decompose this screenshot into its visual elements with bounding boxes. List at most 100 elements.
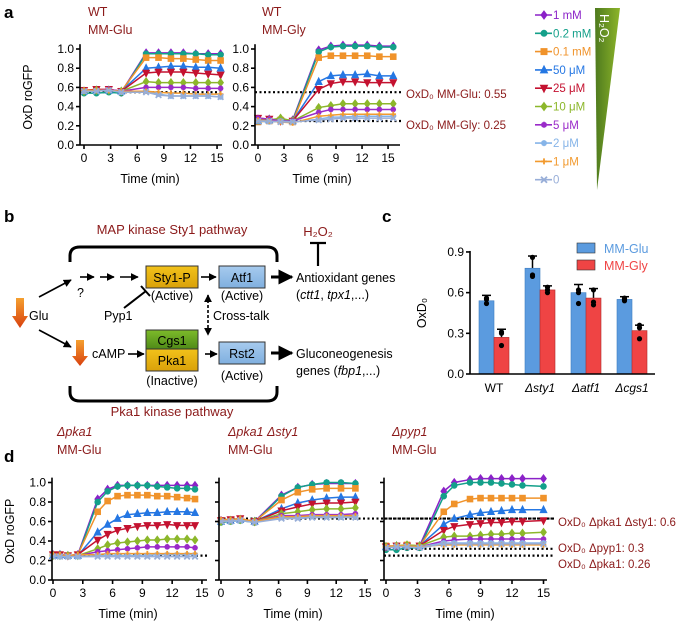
data-point-marker (314, 86, 323, 95)
data-point-marker (450, 482, 458, 489)
replicate-point (575, 290, 582, 296)
data-point-marker (173, 506, 182, 516)
h2o2-inhibition-bar (310, 241, 326, 266)
data-point-marker (541, 121, 547, 128)
line-plot: 0.0 0.2 0.4 0.6 0.8 1.0 0 3 6 9 12 15 Time (min) OxD … (3, 476, 209, 622)
data-point-marker (327, 43, 335, 51)
data-point-marker (153, 492, 161, 500)
bar (524, 267, 541, 375)
data-point-marker (182, 522, 192, 531)
replicate-point (529, 254, 536, 260)
data-point-marker (476, 520, 485, 529)
data-point-marker (336, 499, 346, 508)
data-point-marker (351, 99, 359, 109)
gene-tpx1: tpx1 (327, 288, 351, 302)
panel-label-b: b (4, 207, 14, 226)
legend-label: 2 μM (553, 138, 579, 150)
data-point-marker (519, 482, 526, 489)
data-point-marker (163, 521, 172, 530)
bar (493, 337, 510, 375)
data-point-marker (191, 495, 199, 503)
data-point-marker (192, 92, 200, 100)
data-point-marker (163, 492, 171, 500)
data-point-marker (64, 553, 72, 561)
data-point-marker (93, 536, 102, 545)
data-point-marker (487, 540, 495, 548)
data-point-marker (340, 111, 346, 118)
data-point-marker (376, 106, 383, 113)
data-point-marker (103, 530, 112, 540)
data-point-marker (519, 540, 526, 548)
x-tick-label: 6 (307, 151, 314, 165)
sty1p-label: Sty1-P (153, 271, 191, 285)
data-point-marker (204, 70, 213, 79)
arrow-icon (38, 329, 72, 348)
y-tick-label: 0.6 (232, 80, 249, 94)
data-point-marker (315, 109, 322, 116)
y-tick-label: 0.4 (232, 100, 249, 114)
rst2-state: (Active) (221, 369, 263, 383)
y-tick-label: 0.0 (232, 138, 249, 152)
data-point-marker (114, 553, 121, 561)
pathway-diagram: MAP kinase Sty1 pathway H₂O₂ ? Sty1-P (A… (12, 222, 395, 419)
data-point-marker (308, 486, 316, 493)
data-point-marker (155, 54, 162, 61)
data-point-marker (143, 535, 151, 545)
data-point-marker (183, 494, 191, 502)
y-tick-label: 0.6 (29, 515, 46, 529)
panel-label-a: a (4, 3, 14, 22)
annotation-oxd0-pka1-sty1: OxD₀ Δpka1 Δsty1: 0.6 (558, 517, 676, 529)
data-point-marker (192, 50, 200, 58)
replicate-point (636, 336, 643, 342)
data-point-marker (351, 52, 359, 60)
data-point-marker (539, 517, 548, 526)
data-point-marker (190, 507, 200, 517)
legend-label: 1 μM (553, 156, 579, 168)
data-point-marker (518, 518, 527, 527)
data-point-marker (497, 505, 506, 515)
data-point-marker (124, 553, 131, 561)
data-point-marker (351, 503, 359, 513)
y-tick-label: 0.8 (232, 61, 249, 75)
data-point-marker (507, 518, 517, 527)
data-point-marker (217, 85, 224, 92)
data-point-marker (540, 494, 547, 502)
bar-chart: MM-Glu MM-Gly 0.0 0.3 0.6 0.9 WT Δsty1 Δatf1 Δcgs… (415, 242, 655, 395)
data-point-marker (155, 91, 162, 99)
y-tick-label: 0.2 (232, 119, 249, 133)
data-point-marker (327, 115, 335, 123)
data-point-marker (133, 523, 142, 532)
x-axis-label: Time (min) (98, 607, 157, 621)
data-point-marker (337, 514, 345, 522)
x-tick-label: 3 (79, 586, 86, 600)
data-point-marker (465, 521, 475, 530)
x-tick-label: Δatf1 (571, 381, 600, 395)
series-line (221, 516, 356, 524)
ellipsis: ,...) (362, 364, 380, 378)
bar (478, 300, 495, 375)
bar (585, 297, 602, 375)
data-point-marker (315, 54, 322, 61)
data-point-marker (294, 515, 302, 523)
legend-swatch (576, 242, 596, 254)
x-tick-label: 0 (383, 586, 390, 600)
data-point-marker (144, 491, 151, 499)
gene-ctt1: ctt1 (300, 288, 320, 302)
legend-label: 0.2 mM (553, 28, 591, 40)
data-point-marker (277, 118, 284, 126)
data-point-marker (375, 79, 384, 88)
data-point-marker (174, 544, 180, 550)
data-point-marker (507, 504, 517, 514)
data-point-marker (204, 51, 212, 59)
data-point-marker (540, 536, 547, 542)
data-point-marker (466, 540, 474, 548)
data-point-marker (205, 85, 211, 92)
replicate-point (575, 300, 582, 307)
data-point-marker (114, 538, 121, 548)
data-point-marker (498, 540, 505, 548)
data-point-marker (541, 158, 547, 165)
data-point-marker (191, 535, 199, 545)
y-tick-label: 0.6 (57, 80, 74, 94)
panel-label-d: d (4, 447, 14, 466)
data-point-marker (173, 553, 181, 561)
